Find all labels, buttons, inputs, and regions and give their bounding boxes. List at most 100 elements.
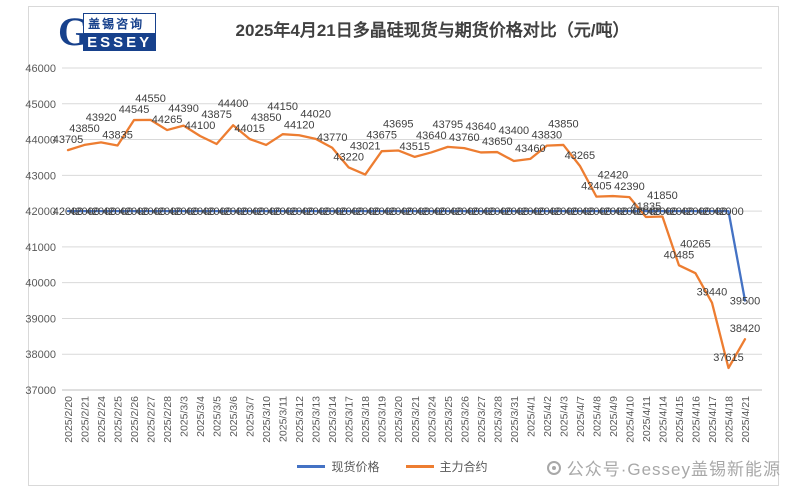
futures-data-label: 44265 xyxy=(152,114,183,126)
x-axis-tick-label: 2025/3/19 xyxy=(377,396,389,443)
x-axis-tick-label: 2025/3/11 xyxy=(278,396,290,442)
futures-data-label: 43705 xyxy=(53,134,84,146)
spot-data-label: 42000 xyxy=(251,206,282,218)
futures-data-label: 42420 xyxy=(598,170,629,182)
y-axis-tick-label: 44000 xyxy=(25,135,56,147)
spot-data-label: 42000 xyxy=(631,206,662,218)
spot-data-label: 42000 xyxy=(350,206,381,218)
futures-data-label: 37615 xyxy=(713,352,744,364)
legend-item-futures: 主力合约 xyxy=(405,458,488,475)
x-axis-tick-label: 2025/3/14 xyxy=(327,396,339,443)
futures-data-label: 44550 xyxy=(135,93,166,105)
futures-data-label: 44020 xyxy=(300,108,331,120)
spot-data-label: 39500 xyxy=(730,296,761,308)
x-axis-tick-label: 2025/4/11 xyxy=(641,396,653,442)
spot-data-label: 42000 xyxy=(532,206,563,218)
x-axis-tick-label: 2025/3/27 xyxy=(476,396,488,443)
x-axis-tick-label: 2025/4/3 xyxy=(558,396,570,437)
futures-data-label: 43830 xyxy=(532,130,563,142)
x-axis-tick-label: 2025/3/28 xyxy=(492,396,504,443)
spot-data-label: 42000 xyxy=(565,206,596,218)
spot-data-label: 42000 xyxy=(399,206,430,218)
x-axis-tick-label: 2025/2/20 xyxy=(63,396,75,443)
x-axis-tick-label: 2025/3/17 xyxy=(344,396,356,443)
spot-data-label: 42000 xyxy=(300,206,331,218)
x-axis-tick-labels: 2025/2/20 2025/2/21 2025/2/24 2025/2/25 2025… xyxy=(63,396,752,443)
spot-data-label: 42000 xyxy=(152,206,183,218)
futures-data-label: 43400 xyxy=(499,125,530,137)
gessey-logo-cn: 盖锡咨询 xyxy=(83,13,157,34)
futures-data-label: 43515 xyxy=(399,141,430,153)
gessey-logo: G 盖锡咨询 ESSEY xyxy=(58,12,157,52)
spot-data-label: 42000 xyxy=(680,206,711,218)
futures-data-label: 44150 xyxy=(267,101,298,113)
chart-legend: 现货价格 主力合约 xyxy=(0,458,785,475)
x-axis-tick-label: 2025/4/17 xyxy=(707,396,719,443)
spot-data-label: 42000 xyxy=(366,206,397,218)
chart-frame xyxy=(28,6,779,486)
legend-label-spot: 现货价格 xyxy=(331,460,380,474)
y-axis-tick-label: 38000 xyxy=(25,349,56,361)
x-axis-tick-label: 2025/4/8 xyxy=(591,396,603,437)
futures-data-label: 43265 xyxy=(565,150,596,162)
spot-data-label: 42000 xyxy=(119,206,150,218)
spot-data-label: 42000 xyxy=(581,206,612,218)
futures-data-label: 42405 xyxy=(581,181,612,193)
y-axis-tick-label: 42000 xyxy=(25,206,56,218)
futures-data-label: 38420 xyxy=(730,323,761,335)
futures-data-label: 43850 xyxy=(251,112,282,124)
spot-data-label: 42000 xyxy=(53,206,84,218)
spot-data-label: 42000 xyxy=(102,206,133,218)
watermark-text: 公众号·Gessey盖锡新能源 xyxy=(566,460,781,479)
spot-data-label: 42000 xyxy=(713,206,744,218)
spot-data-label: 42000 xyxy=(185,206,216,218)
spot-data-label: 42000 xyxy=(218,206,249,218)
futures-data-label: 42390 xyxy=(614,181,645,193)
x-axis-tick-label: 2025/4/9 xyxy=(608,396,620,437)
y-axis-tick-label: 37000 xyxy=(25,385,56,397)
futures-data-label: 43770 xyxy=(317,132,348,144)
x-axis-tick-label: 2025/3/13 xyxy=(311,396,323,443)
watermark: 公众号·Gessey盖锡新能源 xyxy=(546,455,781,480)
x-axis-tick-label: 2025/4/10 xyxy=(624,396,636,443)
x-axis-tick-label: 2025/3/18 xyxy=(360,396,372,443)
futures-data-label: 44400 xyxy=(218,98,249,110)
x-axis-tick-label: 2025/3/31 xyxy=(509,396,521,443)
futures-data-label: 43021 xyxy=(350,140,381,152)
futures-data-labels: 4370543850439204383544545445504426544390… xyxy=(53,93,761,364)
futures-data-label: 43460 xyxy=(515,143,546,155)
spot-data-label: 42000 xyxy=(201,206,232,218)
x-axis-tick-label: 2025/2/25 xyxy=(113,396,125,443)
futures-data-label: 43850 xyxy=(548,119,579,131)
spot-data-label: 42000 xyxy=(135,206,166,218)
futures-data-label: 44390 xyxy=(168,103,199,115)
spot-data-label: 42000 xyxy=(86,206,117,218)
futures-data-label: 43650 xyxy=(482,136,513,148)
futures-data-label: 41850 xyxy=(647,190,678,202)
y-axis-tick-label: 39000 xyxy=(25,313,56,325)
spot-data-label: 42000 xyxy=(317,206,348,218)
futures-line-swatch xyxy=(405,465,434,468)
chart-title: 2025年4月21日多晶硅现货与期货价格对比（元/吨） xyxy=(235,21,630,40)
x-axis-tick-label: 2025/3/12 xyxy=(294,396,306,443)
x-axis-tick-label: 2025/3/3 xyxy=(179,396,191,437)
futures-data-label: 43850 xyxy=(69,123,100,135)
x-axis-tick-label: 2025/3/24 xyxy=(426,396,438,443)
x-axis-tick-label: 2025/3/7 xyxy=(245,396,257,437)
x-axis-tick-label: 2025/4/15 xyxy=(674,396,686,443)
x-axis-tick-label: 2025/3/20 xyxy=(393,396,405,443)
x-axis-tick-label: 2025/2/24 xyxy=(96,396,108,443)
gessey-logo-text: 盖锡咨询 ESSEY xyxy=(83,13,157,51)
spot-data-label: 42000 xyxy=(449,206,480,218)
spot-data-label: 42000 xyxy=(482,206,513,218)
x-axis-tick-label: 2025/4/1 xyxy=(525,396,537,437)
spot-data-label: 42000 xyxy=(499,206,530,218)
spot-data-label: 42000 xyxy=(416,206,447,218)
futures-data-label: 40265 xyxy=(680,238,711,250)
spot-data-label: 42000 xyxy=(234,206,265,218)
spot-data-label: 42000 xyxy=(548,206,579,218)
x-axis-tick-label: 2025/2/28 xyxy=(162,396,174,443)
spot-data-label: 42000 xyxy=(284,206,315,218)
